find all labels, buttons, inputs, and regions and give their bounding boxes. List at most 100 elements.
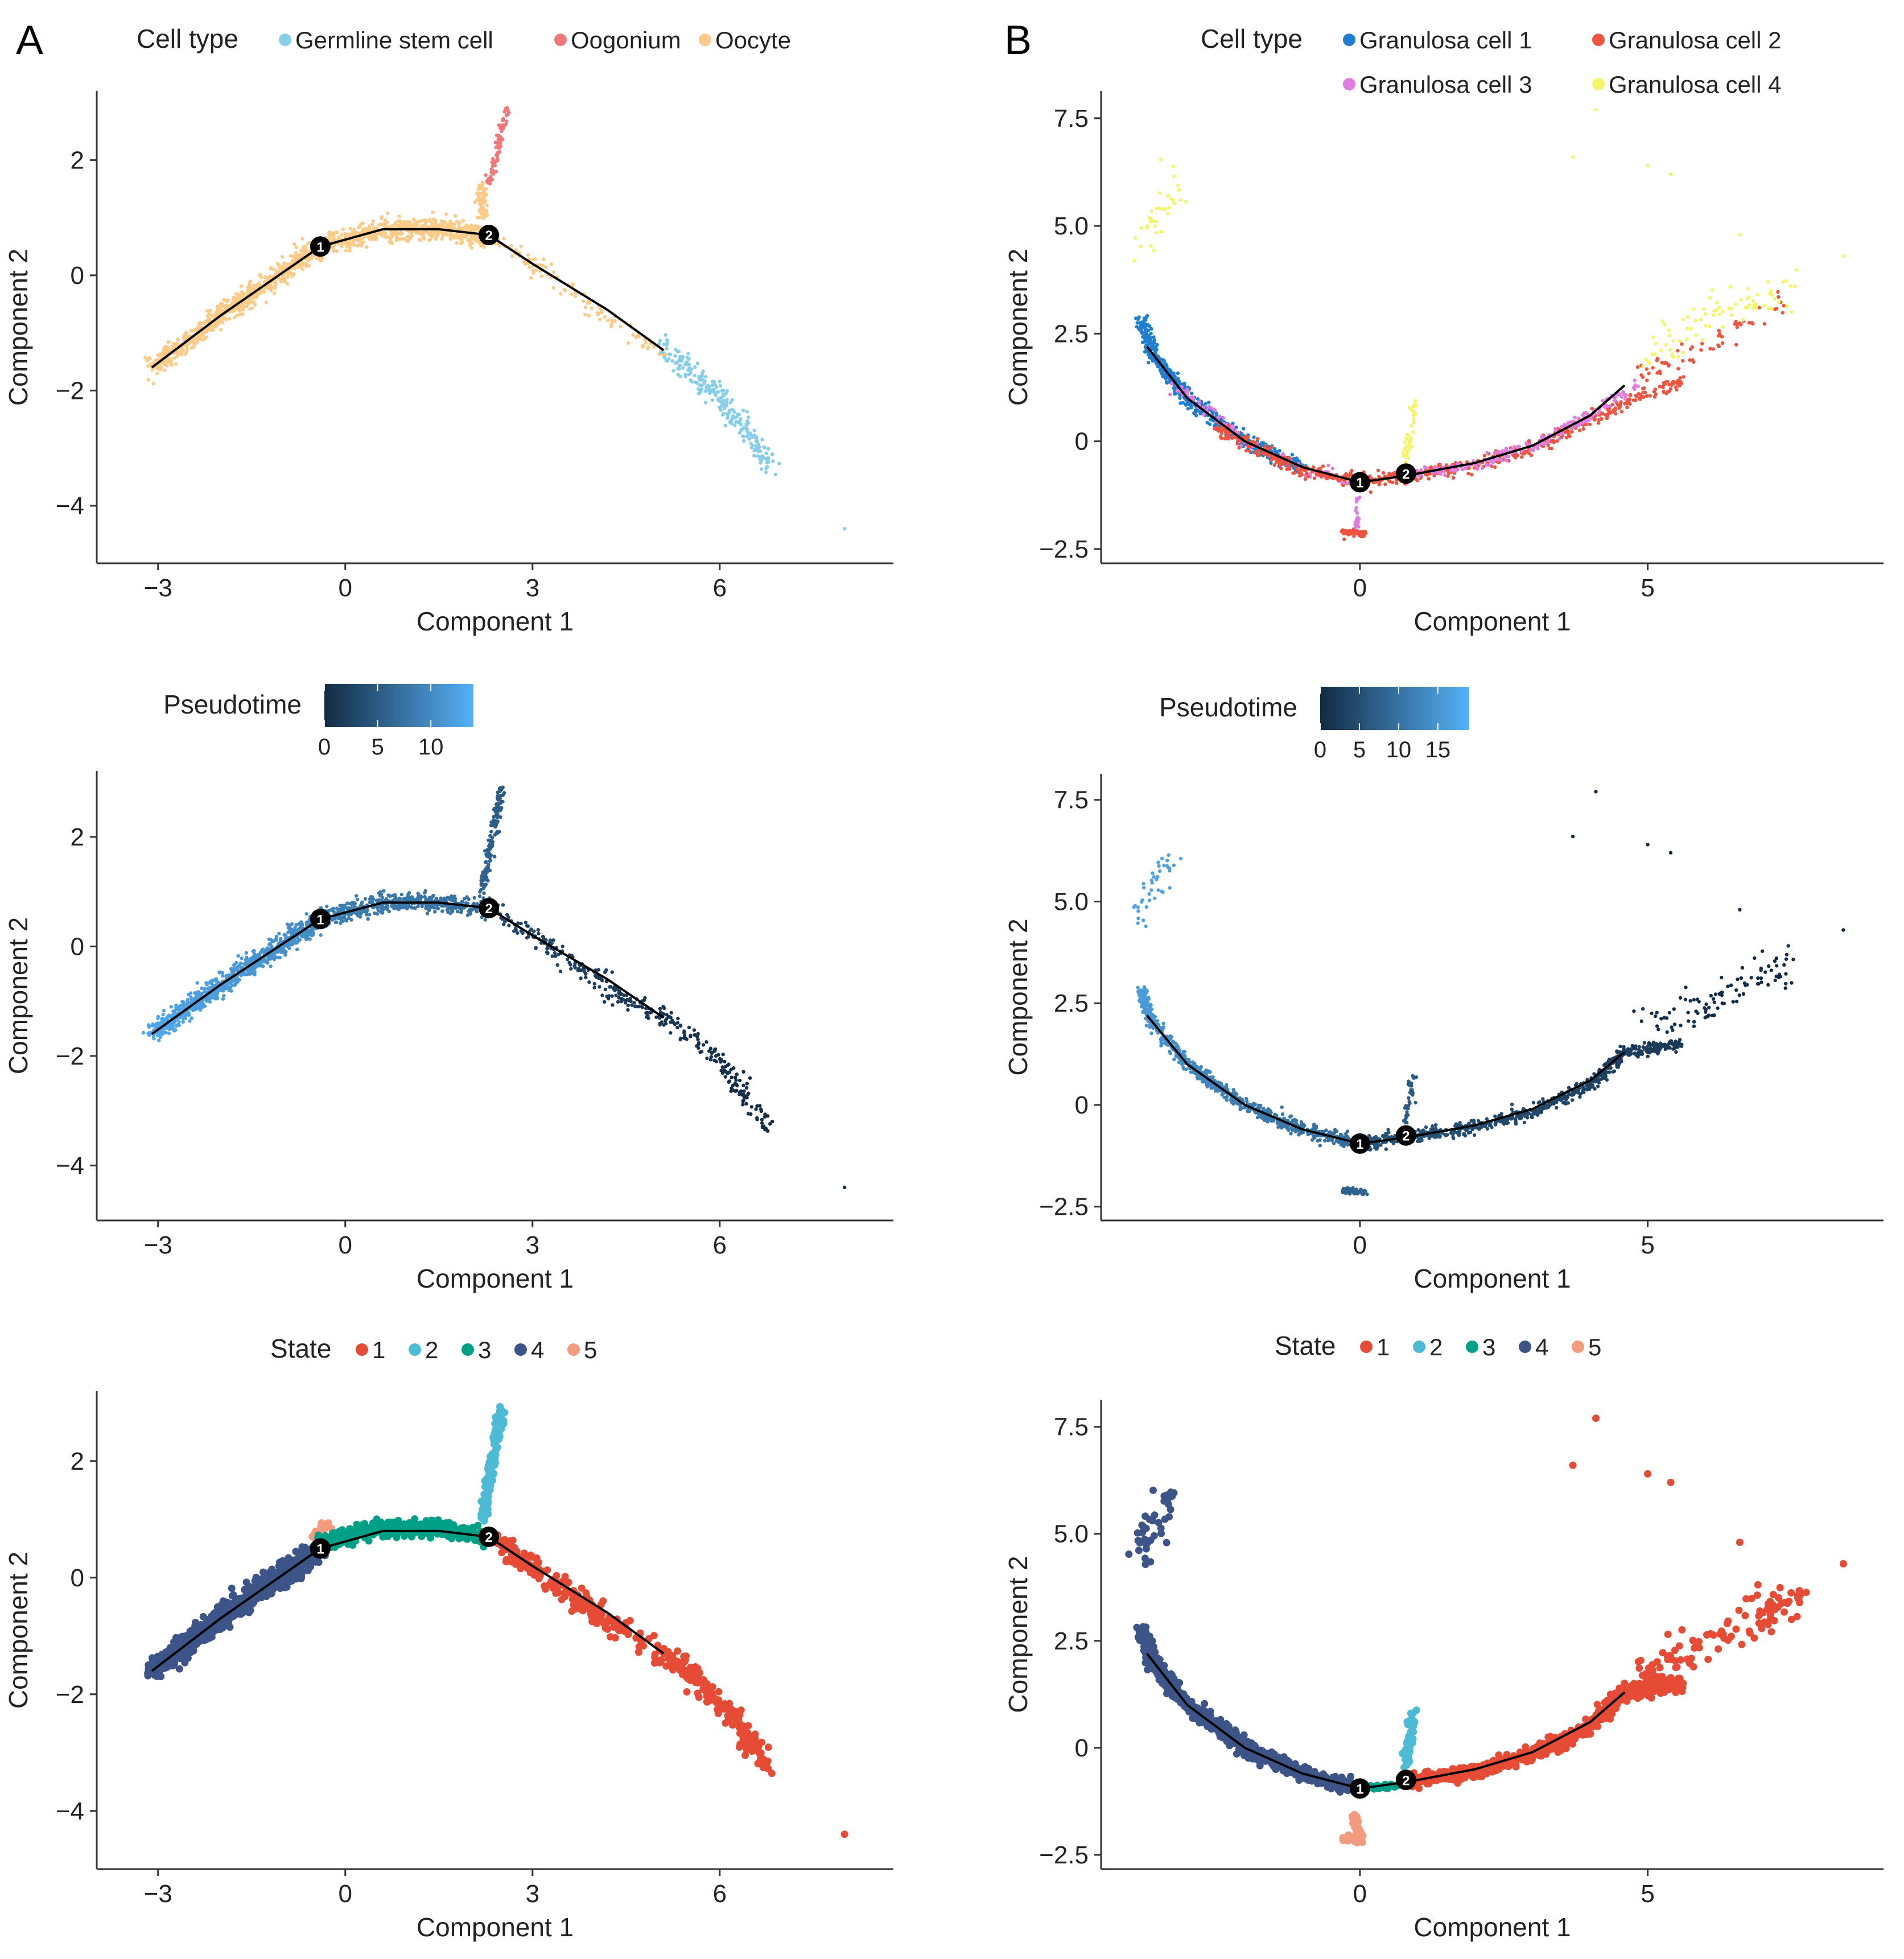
cell-point xyxy=(232,963,236,967)
cell-point xyxy=(745,1096,749,1100)
cell-point xyxy=(192,1006,196,1010)
cell-point xyxy=(758,457,762,461)
cell-point xyxy=(444,212,448,216)
cell-point xyxy=(488,859,492,863)
cell-point xyxy=(300,922,304,926)
cell-point xyxy=(382,230,386,234)
cell-point xyxy=(172,1009,176,1013)
cell-point xyxy=(380,906,384,911)
cell-point xyxy=(215,979,219,984)
colorbar-tick-label: 5 xyxy=(371,735,384,760)
cell-point xyxy=(306,258,311,262)
cell-point xyxy=(481,214,486,218)
cell-point xyxy=(185,334,189,339)
cell-point xyxy=(148,1654,156,1662)
cell-point xyxy=(617,996,621,1000)
cell-point xyxy=(436,231,440,235)
cell-point xyxy=(723,1075,728,1079)
cell-point xyxy=(689,371,693,375)
legend-label: 2 xyxy=(425,1337,438,1363)
branch-node: 1 xyxy=(310,909,331,930)
cell-point xyxy=(273,286,277,290)
cell-point xyxy=(205,309,209,313)
cell-point xyxy=(432,906,436,910)
cell-point xyxy=(494,153,498,157)
cell-point xyxy=(764,451,768,455)
colorbar xyxy=(324,684,473,727)
cell-point xyxy=(689,1034,693,1038)
cell-point xyxy=(482,189,486,193)
cell-point xyxy=(744,1086,749,1090)
cell-point xyxy=(189,995,193,999)
cell-point xyxy=(666,340,670,345)
cell-point xyxy=(203,1004,207,1008)
cell-point xyxy=(566,957,570,962)
cell-point xyxy=(236,954,240,958)
x-tick-label: 3 xyxy=(526,1880,539,1908)
cell-point xyxy=(755,1117,759,1121)
cell-point xyxy=(446,905,450,910)
cell-point xyxy=(371,219,376,223)
cell-point xyxy=(501,793,505,797)
cell-point xyxy=(745,410,749,414)
y-tick-label: 2 xyxy=(71,146,84,174)
cell-point xyxy=(159,365,163,370)
cell-point xyxy=(485,878,489,882)
cell-point xyxy=(269,266,273,270)
colorbar-tick-label: 0 xyxy=(318,735,331,760)
cell-point xyxy=(675,360,679,365)
legend-label: Oocyte xyxy=(715,27,791,53)
cell-point xyxy=(244,951,249,955)
cell-point xyxy=(669,1011,673,1015)
cell-point xyxy=(333,230,337,234)
y-tick-label: −4 xyxy=(56,1797,84,1825)
y-tick-label: −2 xyxy=(56,1042,84,1070)
cell-point xyxy=(676,1016,680,1021)
cell-point xyxy=(348,226,352,230)
cell-point xyxy=(301,253,305,257)
cell-point xyxy=(693,1033,697,1037)
cell-point xyxy=(411,217,415,221)
cell-point xyxy=(416,894,421,899)
cell-point xyxy=(719,400,723,404)
cell-point xyxy=(478,890,482,894)
cell-point xyxy=(335,249,339,253)
cell-point xyxy=(764,470,768,475)
cell-point xyxy=(285,262,289,266)
cell-point xyxy=(307,263,311,268)
cell-point xyxy=(232,296,236,300)
cell-point xyxy=(448,237,452,241)
legend-swatch xyxy=(567,1343,580,1356)
cell-point xyxy=(192,341,196,345)
cell-point xyxy=(486,865,491,870)
cell-point xyxy=(717,405,722,410)
cell-point xyxy=(172,356,176,360)
cell-point xyxy=(365,245,369,249)
cell-point xyxy=(561,945,564,948)
cell-point xyxy=(641,344,645,348)
cell-point xyxy=(621,997,625,1002)
cell-point xyxy=(741,434,745,438)
cell-point xyxy=(258,273,262,277)
cell-point xyxy=(344,919,349,923)
cell-point xyxy=(399,892,404,897)
cell-point xyxy=(613,319,617,323)
cell-point xyxy=(660,350,663,354)
cell-point xyxy=(359,912,363,915)
cell-point xyxy=(348,246,352,250)
cell-point xyxy=(720,413,725,416)
cell-points xyxy=(144,1403,848,1838)
cell-point xyxy=(569,967,573,971)
cell-point xyxy=(310,929,314,933)
cell-point xyxy=(479,205,483,209)
cell-point xyxy=(745,427,749,431)
cell-point xyxy=(378,910,383,914)
cell-point xyxy=(496,156,500,160)
cell-point xyxy=(196,1003,200,1007)
cell-point xyxy=(298,926,302,930)
cell-point xyxy=(693,373,697,378)
cell-point xyxy=(167,360,171,364)
